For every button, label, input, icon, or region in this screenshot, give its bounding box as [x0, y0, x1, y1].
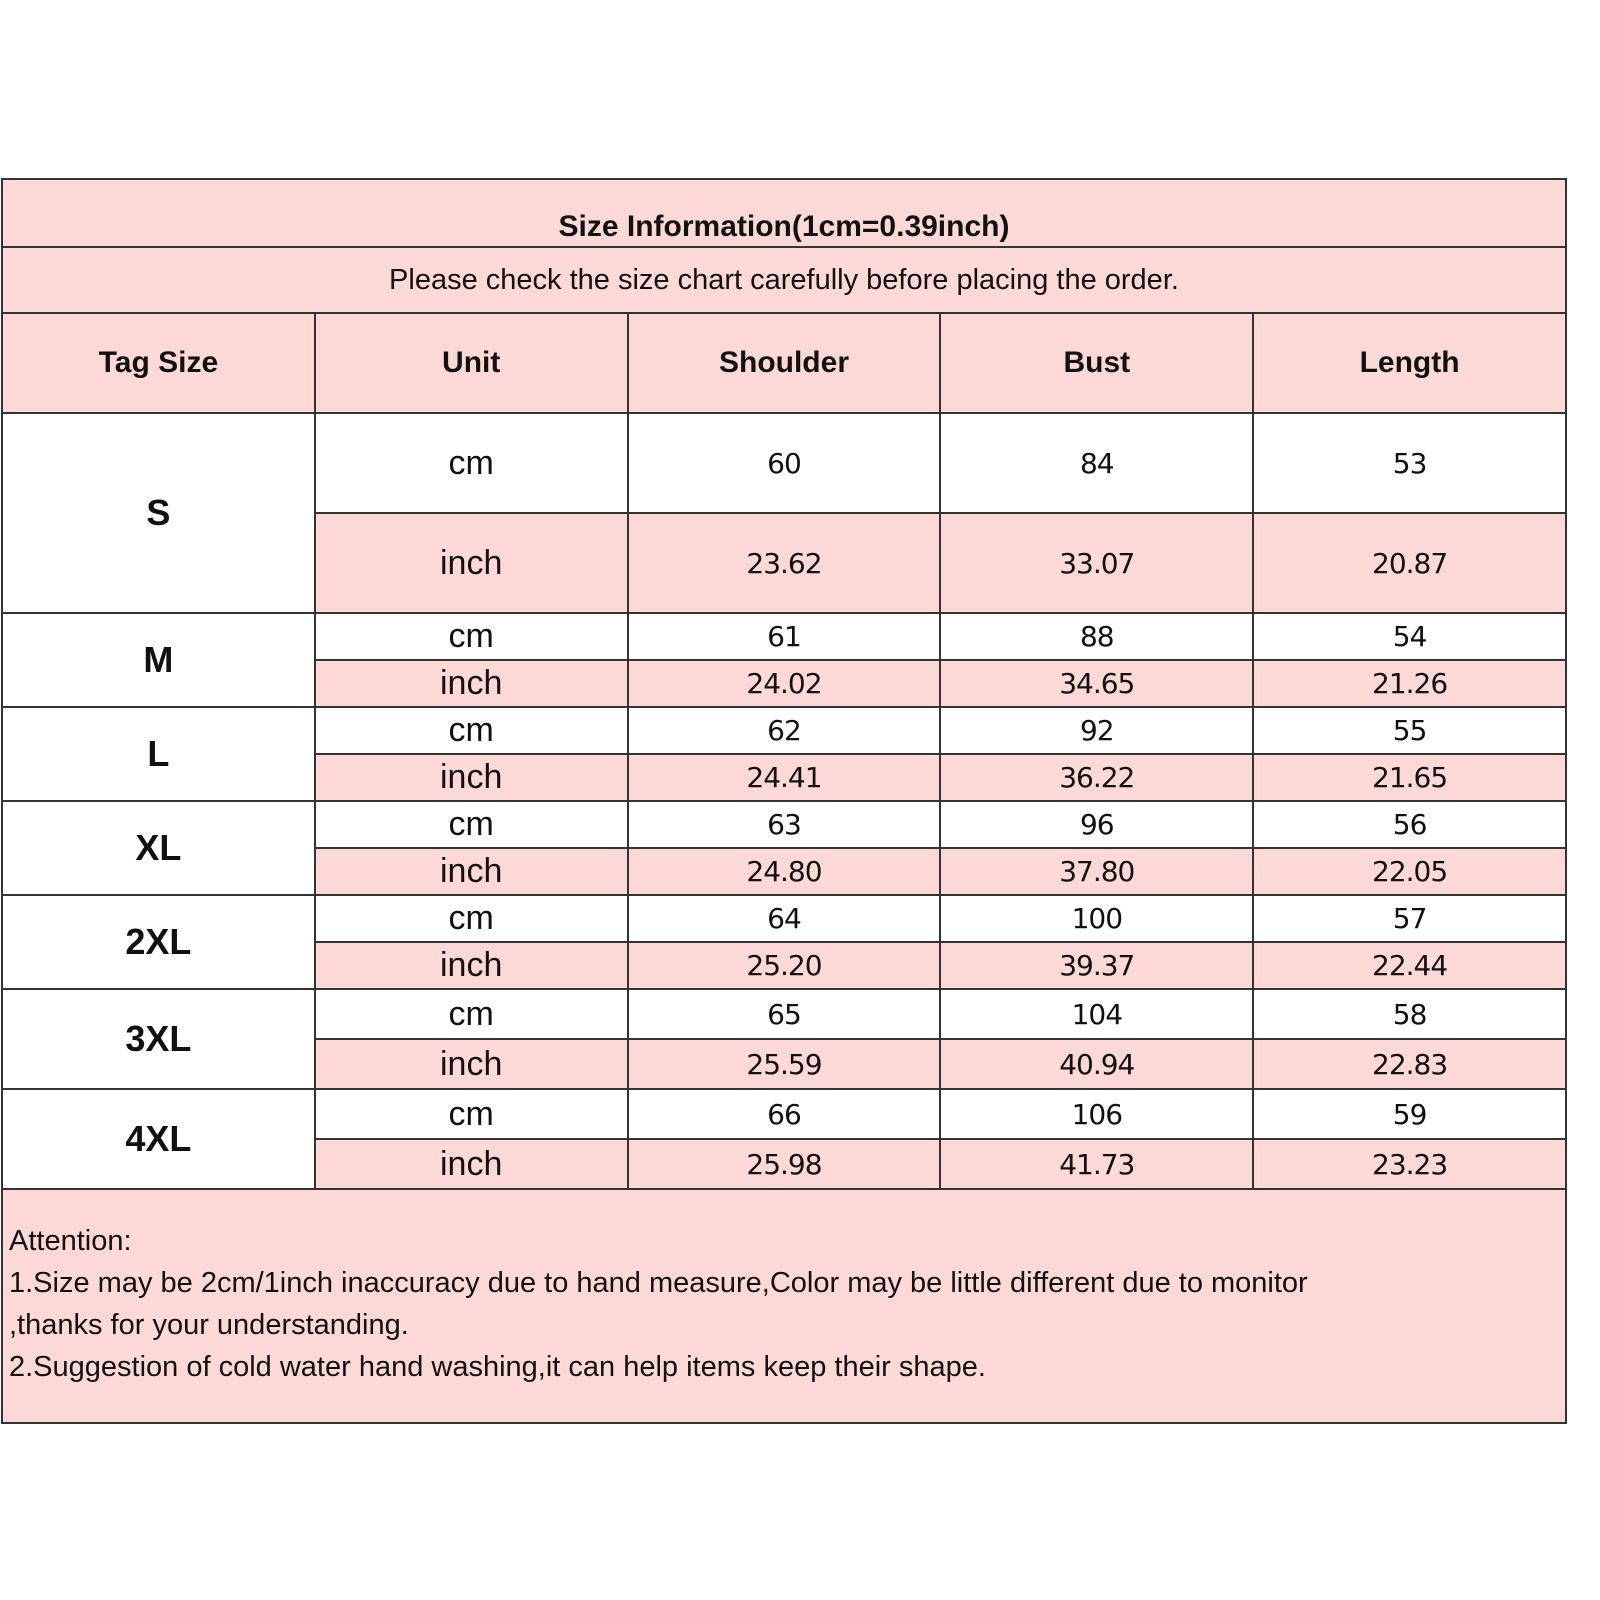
table-subtitle: Please check the size chart carefully be… — [1, 246, 1567, 314]
shoulder-cell: 25.59 — [626, 1038, 942, 1090]
length-cell: 23.23 — [1252, 1138, 1567, 1190]
length-cell: 54 — [1252, 612, 1567, 661]
unit-cell: cm — [313, 800, 629, 849]
shoulder-cell: 64 — [626, 894, 942, 943]
tag-size-cell: M — [1, 612, 316, 708]
length-cell: 57 — [1252, 894, 1567, 943]
attention-notes: Attention: 1.Size may be 2cm/1inch inacc… — [1, 1188, 1567, 1424]
header-length: Length — [1252, 312, 1567, 414]
length-cell: 55 — [1252, 706, 1567, 755]
table-row: inch 24.80 37.80 22.05 — [2, 847, 1567, 896]
unit-cell: inch — [313, 847, 629, 896]
length-cell: 56 — [1252, 800, 1567, 849]
table-row: inch 24.02 34.65 21.26 — [2, 659, 1567, 708]
length-cell: 22.05 — [1252, 847, 1567, 896]
bust-cell: 37.80 — [939, 847, 1255, 896]
unit-cell: inch — [313, 1138, 629, 1190]
unit-cell: cm — [313, 988, 629, 1040]
unit-cell: cm — [313, 612, 629, 661]
unit-cell: inch — [313, 1038, 629, 1090]
attention-line-1: 1.Size may be 2cm/1inch inaccuracy due t… — [9, 1267, 1308, 1299]
table-row: inch 24.41 36.22 21.65 — [2, 753, 1567, 802]
shoulder-cell: 24.80 — [626, 847, 942, 896]
length-cell: 21.26 — [1252, 659, 1567, 708]
tag-size-cell: 3XL — [1, 988, 316, 1090]
bust-cell: 88 — [939, 612, 1255, 661]
shoulder-cell: 61 — [626, 612, 942, 661]
size-chart-table: Size Information(1cm=0.39inch) Please ch… — [1, 178, 1567, 1424]
unit-cell: inch — [313, 659, 629, 708]
attention-heading: Attention: — [9, 1225, 132, 1257]
unit-cell: cm — [313, 412, 629, 514]
table-row: inch 25.98 41.73 23.23 — [2, 1138, 1567, 1190]
length-cell: 58 — [1252, 988, 1567, 1040]
shoulder-cell: 25.20 — [626, 941, 942, 990]
bust-cell: 39.37 — [939, 941, 1255, 990]
shoulder-cell: 62 — [626, 706, 942, 755]
length-cell: 53 — [1252, 412, 1567, 514]
unit-cell: cm — [313, 894, 629, 943]
bust-cell: 100 — [939, 894, 1255, 943]
unit-cell: inch — [313, 941, 629, 990]
bust-cell: 34.65 — [939, 659, 1255, 708]
unit-cell: cm — [313, 706, 629, 755]
shoulder-cell: 24.41 — [626, 753, 942, 802]
shoulder-cell: 25.98 — [626, 1138, 942, 1190]
attention-line-2: ,thanks for your understanding. — [9, 1309, 409, 1341]
tag-size-cell: XL — [1, 800, 316, 896]
bust-cell: 40.94 — [939, 1038, 1255, 1090]
length-cell: 59 — [1252, 1088, 1567, 1140]
tag-size-cell: 4XL — [1, 1088, 316, 1190]
bust-cell: 106 — [939, 1088, 1255, 1140]
table-row: 3XL cm 65 104 58 — [1, 988, 1567, 1090]
shoulder-cell: 24.02 — [626, 659, 942, 708]
header-bust: Bust — [939, 312, 1255, 414]
unit-cell: inch — [313, 753, 629, 802]
header-tag-size: Tag Size — [1, 312, 316, 414]
length-cell: 20.87 — [1252, 512, 1567, 614]
unit-cell: inch — [313, 512, 629, 614]
bust-cell: 41.73 — [939, 1138, 1255, 1190]
length-cell: 21.65 — [1252, 753, 1567, 802]
table-row: inch 25.20 39.37 22.44 — [2, 941, 1567, 990]
table-row: 4XL cm 66 106 59 — [1, 1088, 1567, 1190]
bust-cell: 33.07 — [939, 512, 1255, 614]
table-row: 2XL cm 64 100 57 — [1, 894, 1567, 990]
table-row: XL cm 63 96 56 — [1, 800, 1567, 896]
attention-line-3: 2.Suggestion of cold water hand washing,… — [9, 1351, 986, 1383]
table-row: inch 23.62 33.07 20.87 — [2, 512, 1567, 614]
bust-cell: 96 — [939, 800, 1255, 849]
bust-cell: 84 — [939, 412, 1255, 514]
tag-size-cell: S — [1, 412, 316, 614]
shoulder-cell: 65 — [626, 988, 942, 1040]
shoulder-cell: 60 — [626, 412, 942, 514]
header-unit: Unit — [313, 312, 629, 414]
header-shoulder: Shoulder — [626, 312, 942, 414]
bust-cell: 92 — [939, 706, 1255, 755]
unit-cell: cm — [313, 1088, 629, 1140]
shoulder-cell: 23.62 — [626, 512, 942, 614]
table-row: inch 25.59 40.94 22.83 — [2, 1038, 1567, 1090]
shoulder-cell: 66 — [626, 1088, 942, 1140]
bust-cell: 104 — [939, 988, 1255, 1040]
length-cell: 22.44 — [1252, 941, 1567, 990]
table-title: Size Information(1cm=0.39inch) — [1, 178, 1567, 248]
tag-size-cell: L — [1, 706, 316, 802]
bust-cell: 36.22 — [939, 753, 1255, 802]
shoulder-cell: 63 — [626, 800, 942, 849]
tag-size-cell: 2XL — [1, 894, 316, 990]
length-cell: 22.83 — [1252, 1038, 1567, 1090]
